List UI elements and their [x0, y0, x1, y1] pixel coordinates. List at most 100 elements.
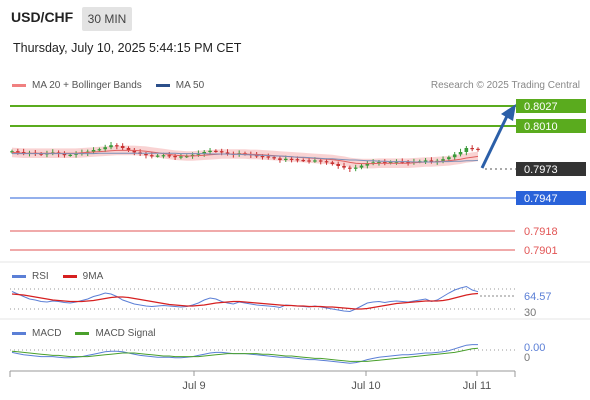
candle-body	[324, 161, 329, 163]
candle-body	[371, 162, 375, 164]
price-tag	[516, 119, 586, 133]
rsi-line	[11, 285, 479, 313]
ma20-line	[11, 149, 479, 165]
candle-body	[196, 153, 201, 155]
candle-body	[283, 158, 288, 160]
candle-body	[452, 154, 457, 158]
candle-body	[254, 155, 259, 157]
candle-body	[423, 160, 428, 162]
candle-body	[330, 162, 335, 164]
candle-body	[155, 155, 160, 157]
candle-body	[219, 151, 224, 153]
timeframe-button[interactable]: 30 MIN	[82, 7, 132, 31]
candle-body	[173, 156, 177, 158]
candle-body	[214, 150, 218, 152]
main-legend: MA 20 + Bollinger Bands MA 50	[12, 80, 204, 91]
candle-body	[150, 155, 154, 157]
candle-body	[348, 167, 352, 169]
candle-body	[429, 160, 434, 162]
candle-body	[383, 162, 387, 164]
candle-body	[115, 145, 119, 147]
rsi-legend: RSI 9MA	[12, 271, 103, 282]
macd-signal-legend-label: MACD Signal	[95, 328, 156, 339]
candle-body	[313, 160, 317, 162]
rsi-30-label: 30	[524, 307, 536, 319]
rsi-legend-label: RSI	[32, 271, 49, 282]
macd-value-label: 0.00	[524, 342, 545, 354]
rsi-ma-line	[11, 292, 479, 310]
candle-body	[144, 154, 148, 156]
forecast-arrowhead	[501, 104, 516, 121]
candle-body	[464, 148, 469, 152]
candle-body	[365, 163, 370, 166]
candle-body	[109, 145, 113, 148]
candle-body	[266, 156, 271, 158]
candle-body	[126, 148, 131, 151]
candle-body	[388, 162, 393, 164]
macd-signal-line	[11, 347, 479, 362]
candle-body	[318, 160, 323, 162]
x-tick-label: Jul 9	[182, 380, 205, 392]
macd-legend-swatch	[12, 332, 26, 335]
candle-body	[470, 148, 474, 150]
price-level-label: 0.8010	[524, 121, 558, 133]
ma20-legend-label: MA 20 + Bollinger Bands	[32, 80, 142, 91]
macd-zero-label: 0	[524, 352, 530, 364]
candle-body	[272, 157, 276, 159]
candle-body	[97, 149, 102, 151]
candle-body	[301, 160, 306, 162]
price-tag	[516, 191, 586, 205]
candle-body	[476, 148, 480, 150]
rsi-legend-swatch	[12, 275, 26, 278]
forecast-arrow	[480, 113, 510, 169]
candle-body	[62, 154, 67, 156]
candle-body	[190, 154, 195, 156]
price-level-label: 0.7973	[524, 164, 558, 176]
candle-body	[202, 152, 207, 154]
candle-body	[447, 157, 451, 160]
candle-body	[353, 167, 358, 169]
ma50-legend-swatch	[155, 84, 170, 87]
price-tag	[516, 99, 586, 113]
candle-body	[441, 159, 445, 161]
candle-body	[39, 153, 43, 155]
candle-body	[458, 152, 463, 155]
x-tick-label: Jul 11	[463, 380, 492, 392]
candle-body	[16, 151, 20, 153]
candle-body	[161, 155, 166, 157]
macd-signal-legend-swatch	[75, 332, 90, 335]
price-level-label: 0.8027	[524, 101, 558, 113]
ma50-line	[12, 152, 479, 163]
candle-body	[10, 151, 14, 153]
candle-body	[400, 161, 405, 163]
ma20-legend-swatch	[12, 84, 26, 87]
candle-body	[342, 166, 346, 168]
research-credit: Research © 2025 Trading Central	[430, 80, 580, 91]
candle-body	[184, 156, 189, 158]
candle-body	[91, 150, 96, 152]
rsi-ma-legend-label: 9MA	[82, 271, 104, 282]
macd-legend: MACD MACD Signal	[12, 328, 155, 339]
candle-body	[278, 158, 282, 160]
price-level-label: 0.7901	[524, 245, 558, 257]
candle-body	[260, 156, 265, 158]
candle-body	[120, 146, 125, 148]
price-tag	[516, 162, 586, 176]
candle-body	[68, 154, 73, 156]
x-tick-label: Jul 10	[351, 380, 380, 392]
candle-body	[132, 150, 137, 153]
rsi-value-label: 64.57	[524, 291, 552, 303]
candle-body	[406, 162, 410, 164]
price-level-label: 0.7918	[524, 226, 558, 238]
candle-body	[225, 152, 230, 154]
ma50-legend-label: MA 50	[175, 80, 205, 91]
datetime-label: Thursday, July 10, 2025 5:44:15 PM CET	[13, 41, 242, 55]
candle-body	[167, 155, 172, 157]
candle-body	[377, 162, 381, 164]
candle-body	[74, 153, 78, 155]
candle-body	[307, 160, 311, 162]
symbol-title: USD/CHF	[11, 9, 74, 25]
candle-body	[336, 164, 340, 166]
rsi-ma-legend-swatch	[62, 275, 77, 278]
